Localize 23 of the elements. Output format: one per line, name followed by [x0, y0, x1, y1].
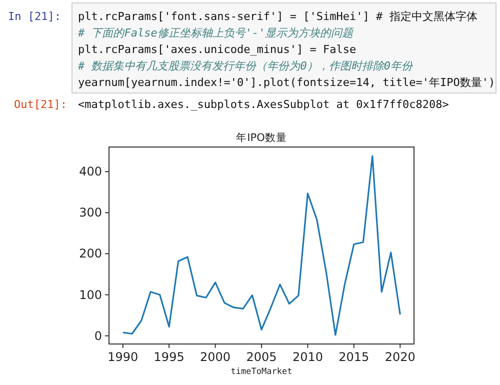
chart-title: 年IPO数量: [236, 132, 287, 144]
text: plt.rcParams['font.sans-serif'] = ['SimHei'] # 指定中文黑体字体: [78, 10, 478, 23]
text: <matplotlib.axes._subplots.AxesSubplot at 0x1f7ff0c8208>: [78, 98, 450, 111]
text: # 数据集中有几支股票没有发行年份（年份为0），作图时排除0年份: [77, 60, 414, 72]
text: plt.rcParams['axes.unicode_minus'] = False: [78, 43, 356, 56]
text: In [21]:: [8, 10, 61, 23]
text: # 下面的False修正坐标轴上负号'-'显示为方块的问题: [77, 26, 354, 40]
line-series: [122, 155, 401, 336]
text: Out[21]:: [14, 98, 67, 111]
x-axis-title: timeToMarket: [230, 367, 292, 377]
x-tick-label: 2010: [292, 350, 323, 364]
text: yearnum[yearnum.index!='0'].plot(fontsize=14, title='年IPO数量'): [78, 76, 496, 89]
x-tick-label: 2005: [246, 350, 277, 364]
x-tick-label: 2015: [338, 350, 370, 364]
y-tick-label: 400: [79, 164, 102, 179]
y-tick-label: 0: [94, 328, 102, 343]
y-tick-label: 300: [79, 206, 102, 220]
x-tick-label: 1995: [154, 350, 184, 364]
y-tick-label: 100: [79, 288, 102, 302]
x-tick-label: 2000: [200, 350, 231, 364]
x-tick-label: 1990: [108, 350, 138, 364]
x-tick-label: 2020: [384, 350, 416, 364]
y-tick-label: 200: [79, 246, 102, 261]
